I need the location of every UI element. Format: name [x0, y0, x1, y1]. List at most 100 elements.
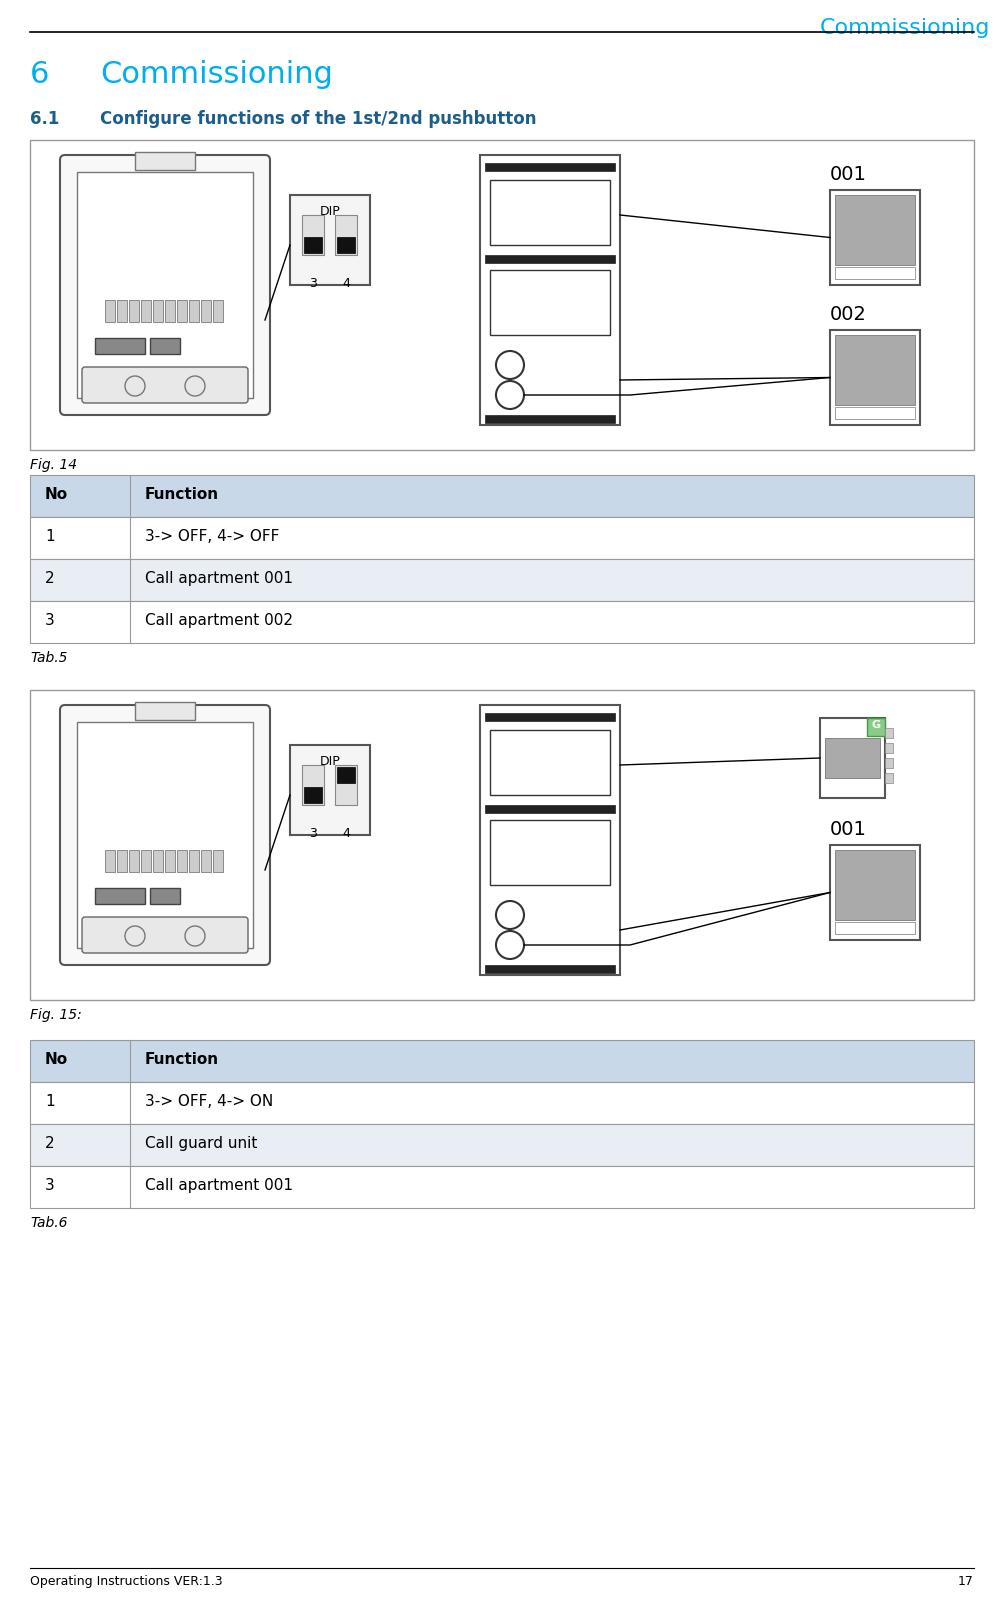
Text: Call apartment 001: Call apartment 001 [144, 1177, 293, 1193]
Text: No: No [45, 487, 68, 501]
Bar [189, 851, 199, 871]
Bar [149, 888, 180, 904]
FancyBboxPatch shape [82, 916, 248, 953]
Text: Fig. 14: Fig. 14 [30, 458, 77, 473]
Bar [30, 1081, 973, 1125]
Text: DIP: DIP [319, 205, 340, 218]
Bar [829, 191, 919, 285]
Bar [834, 407, 914, 420]
Bar [304, 237, 322, 253]
Text: Function: Function [144, 1053, 219, 1067]
Bar [134, 152, 195, 170]
Bar [824, 739, 879, 779]
Text: 002: 002 [829, 304, 866, 324]
Bar [484, 804, 615, 812]
Bar [489, 820, 610, 884]
Bar [164, 300, 175, 322]
Text: 17: 17 [957, 1575, 973, 1588]
Text: Call guard unit: Call guard unit [144, 1136, 257, 1150]
Text: G: G [871, 719, 880, 731]
FancyBboxPatch shape [82, 367, 248, 404]
Text: 3: 3 [45, 1177, 55, 1193]
Bar [489, 271, 610, 335]
Bar [213, 851, 223, 871]
Bar [189, 300, 199, 322]
Bar [65, 710, 265, 960]
Text: Call apartment 002: Call apartment 002 [144, 614, 293, 628]
Bar [335, 766, 357, 804]
Bar [489, 179, 610, 245]
Bar [77, 171, 253, 397]
Bar [484, 713, 615, 721]
Text: 3-> OFF, 4-> OFF: 3-> OFF, 4-> OFF [144, 529, 279, 545]
Bar [213, 300, 223, 322]
Bar [489, 731, 610, 795]
Bar [152, 300, 162, 322]
Bar [149, 338, 180, 354]
Text: 001: 001 [829, 820, 866, 839]
Bar [829, 330, 919, 425]
Bar [834, 268, 914, 279]
Bar [30, 139, 973, 450]
Bar [30, 476, 973, 517]
Text: No: No [45, 1053, 68, 1067]
Bar [152, 851, 162, 871]
Bar [479, 155, 620, 425]
Bar [290, 745, 370, 835]
Bar [335, 215, 357, 255]
Bar [290, 195, 370, 285]
Bar [30, 1040, 973, 1081]
Bar [884, 743, 892, 753]
Bar [484, 163, 615, 171]
Text: Commissioning: Commissioning [100, 59, 333, 90]
Text: Operating Instructions VER:1.3: Operating Instructions VER:1.3 [30, 1575, 223, 1588]
Bar [884, 727, 892, 739]
Bar [30, 517, 973, 559]
Bar [834, 923, 914, 934]
Bar [30, 690, 973, 1000]
Text: Commissioning: Commissioning [818, 18, 989, 38]
Text: 1: 1 [45, 1094, 54, 1109]
Bar [140, 300, 150, 322]
Text: Call apartment 001: Call apartment 001 [144, 570, 293, 586]
FancyBboxPatch shape [60, 155, 270, 415]
Text: 4: 4 [342, 827, 350, 839]
Bar [177, 851, 187, 871]
Bar [884, 758, 892, 767]
Bar [177, 300, 187, 322]
Text: 3: 3 [309, 827, 317, 839]
Bar [95, 888, 144, 904]
Text: 1: 1 [45, 529, 54, 545]
Bar [884, 774, 892, 783]
Bar [140, 851, 150, 871]
Bar [134, 702, 195, 719]
Bar [302, 766, 324, 804]
Bar [484, 255, 615, 263]
Bar [834, 195, 914, 264]
Text: Function: Function [144, 487, 219, 501]
Bar [484, 964, 615, 972]
Text: Configure functions of the 1st/2nd pushbutton: Configure functions of the 1st/2nd pushb… [100, 111, 536, 128]
Bar [164, 851, 175, 871]
Bar [117, 851, 126, 871]
Text: 2: 2 [45, 570, 54, 586]
Bar [484, 415, 615, 423]
Bar [30, 1125, 973, 1166]
Bar [337, 237, 355, 253]
Bar [201, 851, 211, 871]
Bar [819, 718, 884, 798]
Text: 3: 3 [45, 614, 55, 628]
FancyBboxPatch shape [60, 705, 270, 964]
Bar [30, 1166, 973, 1208]
Bar [105, 300, 115, 322]
Bar [834, 851, 914, 920]
Bar [77, 723, 253, 948]
Text: 3-> OFF, 4-> ON: 3-> OFF, 4-> ON [144, 1094, 273, 1109]
Bar [867, 718, 884, 735]
Text: 4: 4 [342, 277, 350, 290]
Bar [337, 767, 355, 783]
Text: DIP: DIP [319, 755, 340, 767]
Bar [128, 300, 138, 322]
Text: Tab.5: Tab.5 [30, 650, 67, 665]
Text: 6.1: 6.1 [30, 111, 59, 128]
